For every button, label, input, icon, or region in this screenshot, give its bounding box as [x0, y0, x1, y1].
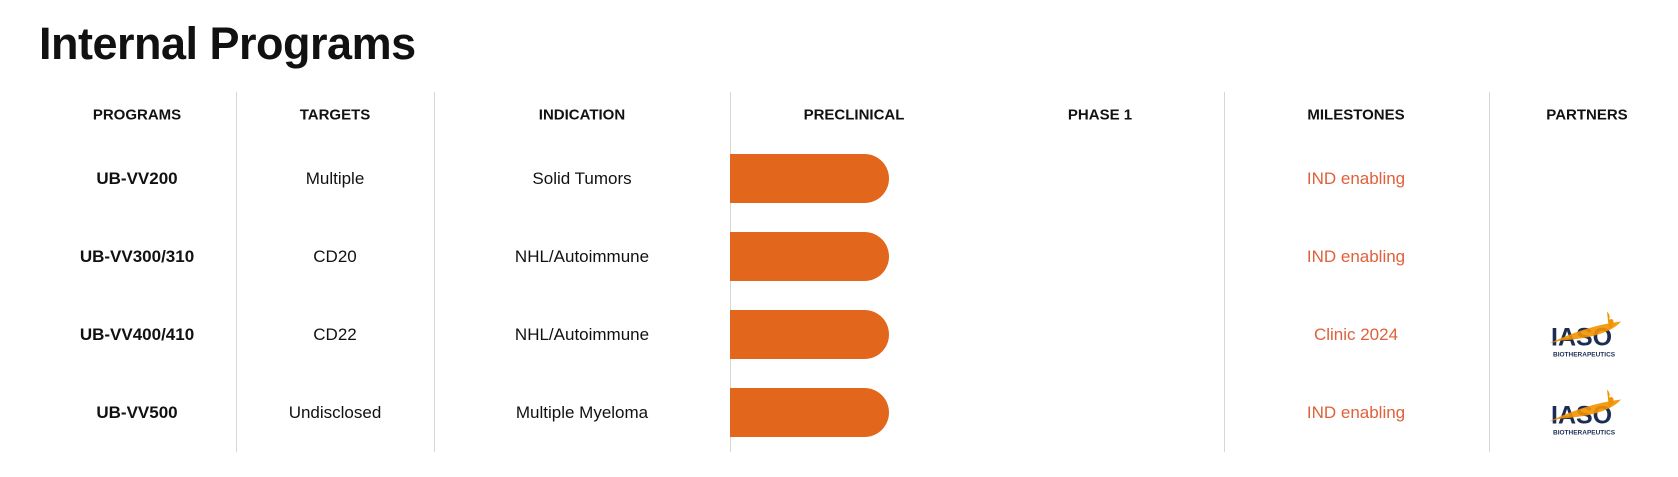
indication: NHL/Autoimmune	[514, 247, 650, 266]
indication: Multiple Myeloma	[515, 403, 649, 422]
stage-progress-bar	[730, 310, 889, 359]
column-header: INDICATION	[538, 106, 626, 124]
program-name: UB-VV500	[96, 403, 178, 422]
milestone: IND enabling	[1306, 169, 1406, 188]
iaso-partner-logo: IASOBIOTHERAPEUTICS	[1547, 308, 1627, 367]
milestone: IND enabling	[1306, 403, 1406, 422]
svg-text:BIOTHERAPEUTICS: BIOTHERAPEUTICS	[1553, 430, 1616, 437]
page-title: Internal Programs	[39, 18, 416, 69]
column-divider	[1224, 92, 1225, 452]
indication: NHL/Autoimmune	[514, 325, 650, 344]
milestone: Clinic 2024	[1313, 325, 1399, 344]
program-name: UB-VV400/410	[79, 325, 195, 344]
stage-progress-bar	[730, 232, 889, 281]
column-header: PARTNERS	[1546, 106, 1628, 124]
target: Undisclosed	[288, 403, 382, 422]
column-divider	[236, 92, 237, 452]
target: CD20	[313, 247, 357, 266]
column-divider	[434, 92, 435, 452]
iaso-partner-logo: IASOBIOTHERAPEUTICS	[1547, 386, 1627, 445]
target: Multiple	[305, 169, 365, 188]
target: CD22	[313, 325, 357, 344]
milestone: IND enabling	[1306, 247, 1406, 266]
stage-progress-bar	[730, 388, 889, 437]
column-header: MILESTONES	[1307, 106, 1405, 124]
program-name: UB-VV300/310	[79, 247, 195, 266]
column-header: PRECLINICAL	[803, 106, 905, 124]
column-divider	[1489, 92, 1490, 452]
column-header: TARGETS	[299, 106, 371, 124]
indication: Solid Tumors	[532, 169, 632, 188]
column-header: PHASE 1	[1067, 106, 1133, 124]
stage-progress-bar	[730, 154, 889, 203]
program-name: UB-VV200	[96, 169, 178, 188]
column-header: PROGRAMS	[92, 106, 182, 124]
svg-text:BIOTHERAPEUTICS: BIOTHERAPEUTICS	[1553, 352, 1616, 359]
